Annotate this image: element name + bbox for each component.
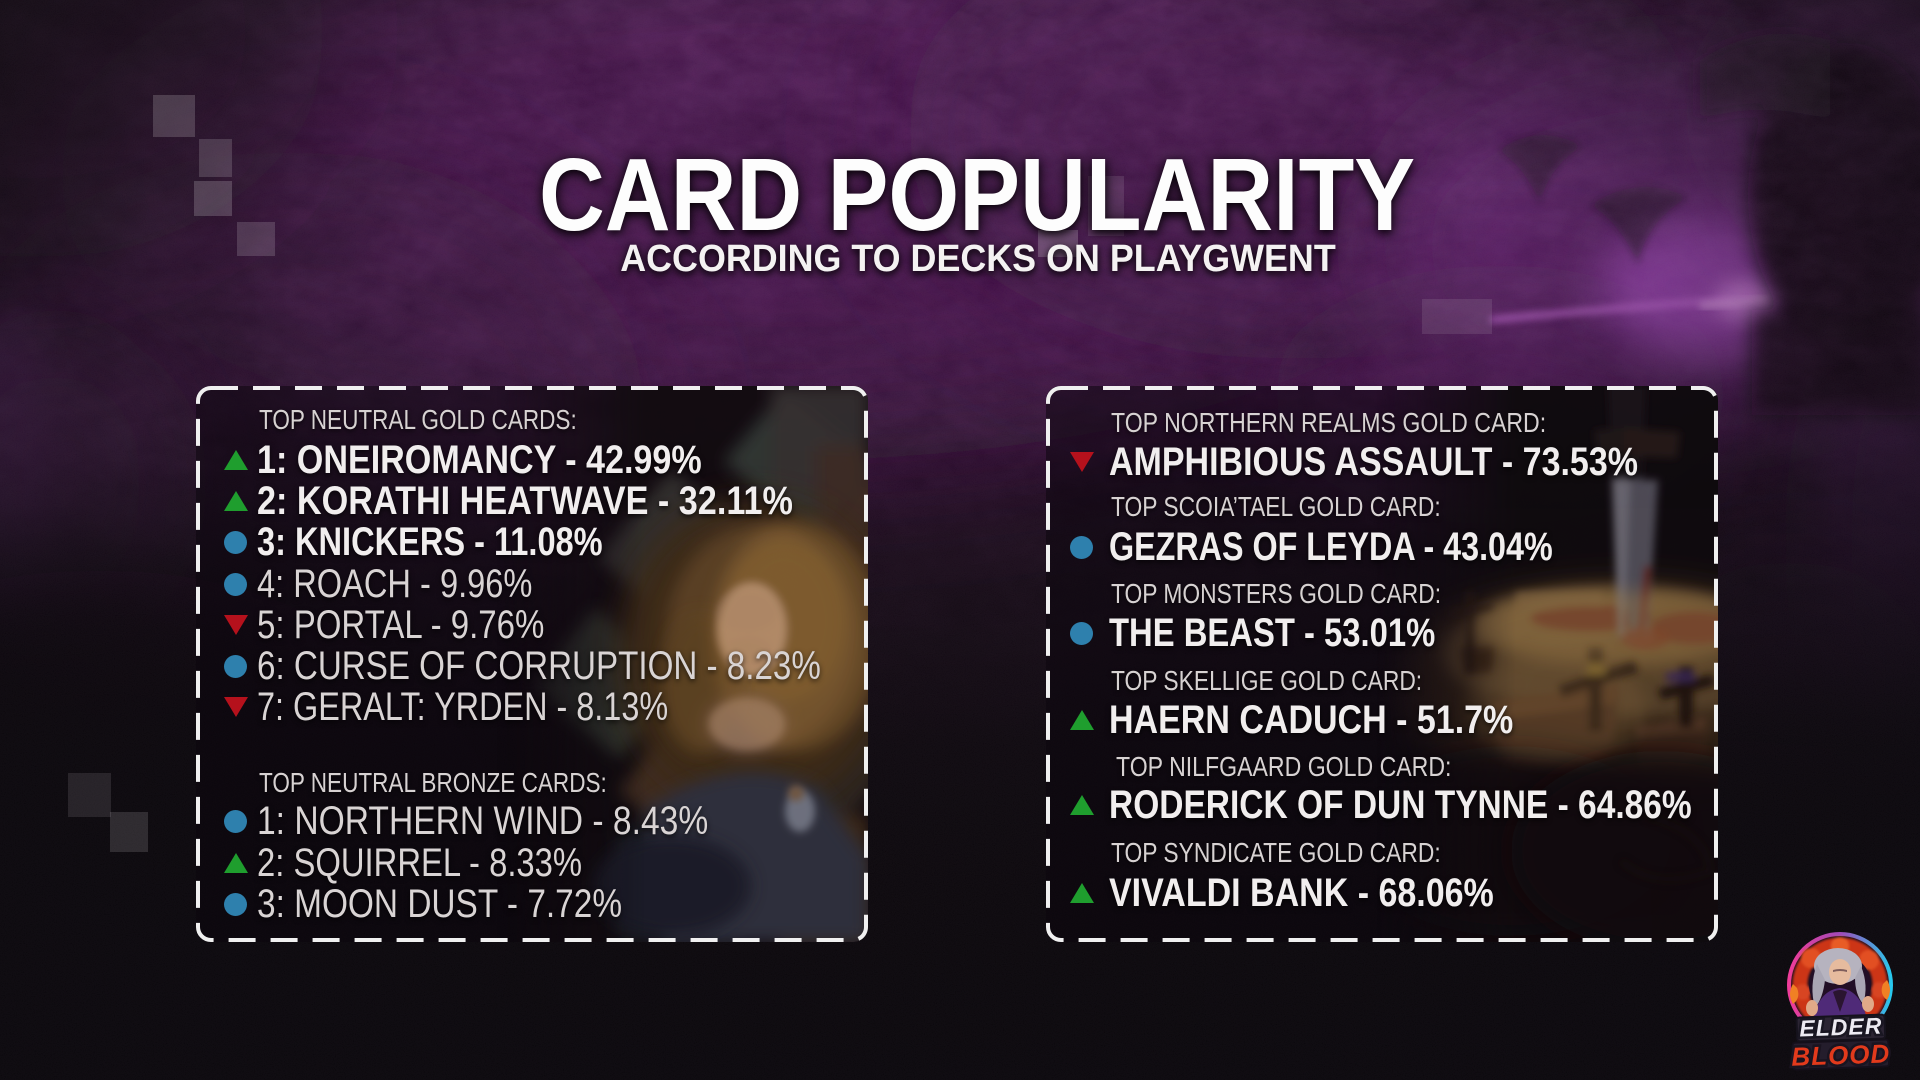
svg-text:BLOOD: BLOOD <box>1791 1038 1891 1071</box>
svg-text:ELDER: ELDER <box>1799 1013 1883 1042</box>
